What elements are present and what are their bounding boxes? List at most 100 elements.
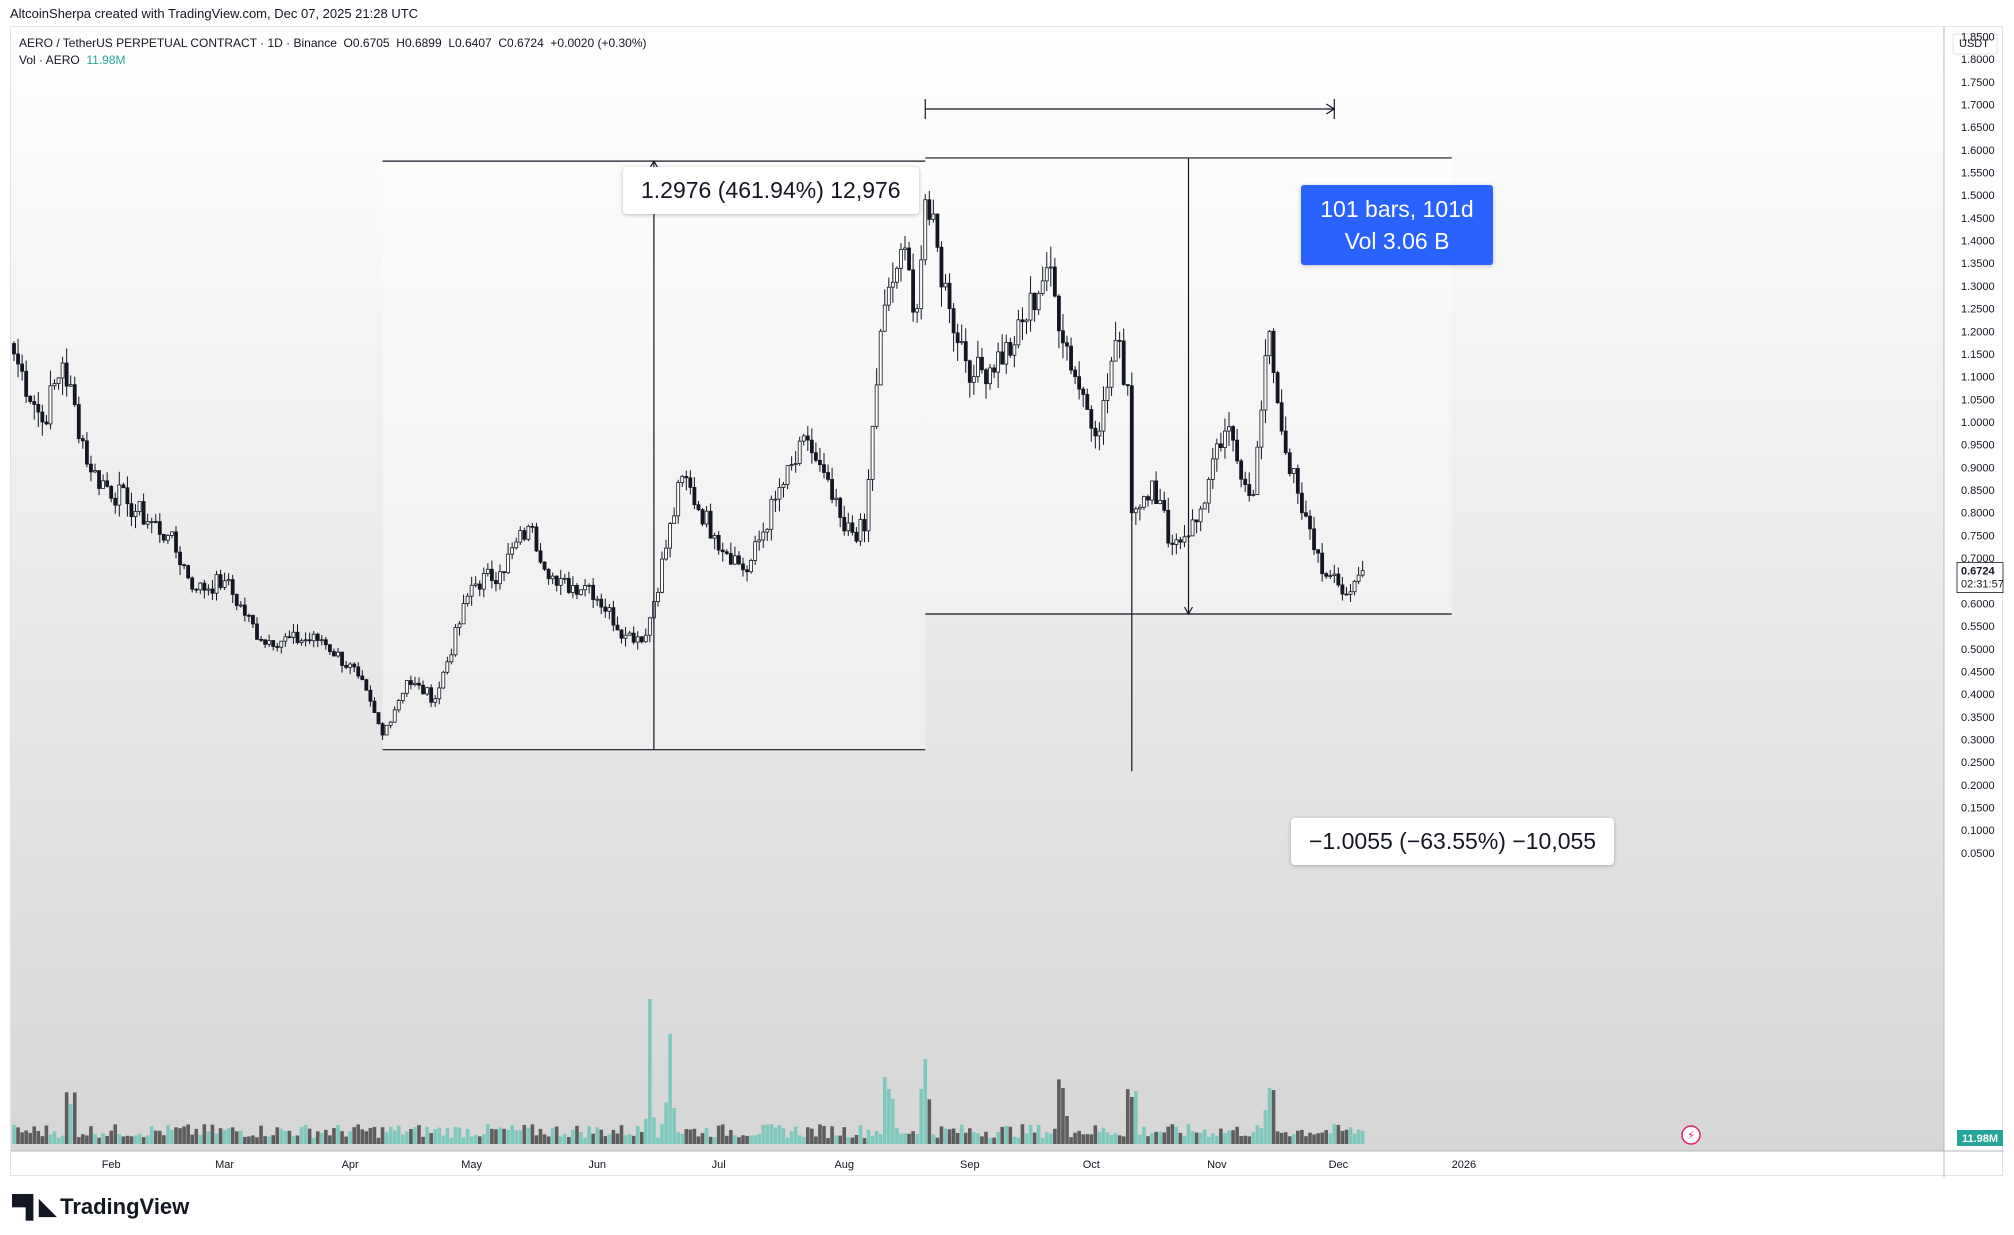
candle-down bbox=[1312, 528, 1316, 551]
chart-area[interactable]: USDT 1.8500 1.8000 1.7500 1.7000 1.6500 1.6000… bbox=[10, 26, 2004, 1177]
volume-bar bbox=[1081, 1134, 1085, 1144]
candle-down bbox=[287, 636, 292, 639]
candle-down bbox=[16, 353, 20, 365]
volume-bar bbox=[1300, 1129, 1304, 1144]
candle-down bbox=[429, 687, 434, 703]
candle-up bbox=[895, 267, 899, 283]
volume-bar bbox=[101, 1133, 105, 1144]
volume-bar bbox=[850, 1137, 855, 1144]
candle-down bbox=[728, 553, 733, 565]
volume-bar bbox=[1198, 1132, 1203, 1144]
volume-bar bbox=[907, 1133, 911, 1144]
volume-bar bbox=[1202, 1129, 1207, 1144]
candle-down bbox=[745, 569, 749, 573]
time-tick-label: May bbox=[461, 1159, 482, 1171]
volume-bar bbox=[1215, 1135, 1219, 1144]
volume-bar bbox=[417, 1125, 421, 1144]
volume-bar bbox=[153, 1130, 158, 1144]
candle-up bbox=[550, 575, 555, 580]
volume-bar bbox=[1194, 1132, 1199, 1144]
candle-down bbox=[805, 435, 810, 441]
candle-down bbox=[838, 497, 843, 518]
candle-down bbox=[327, 644, 332, 652]
volume-bar bbox=[951, 1128, 956, 1144]
volume-bar bbox=[81, 1134, 85, 1144]
volume-bar bbox=[368, 1127, 373, 1144]
volume-bar bbox=[396, 1125, 401, 1144]
candle-up bbox=[846, 522, 851, 532]
candle-up bbox=[643, 634, 648, 643]
volume-bar bbox=[255, 1137, 259, 1144]
candle-up bbox=[680, 476, 685, 483]
volume-bar bbox=[1032, 1132, 1037, 1144]
candle-up bbox=[1190, 519, 1195, 537]
volume-bar bbox=[89, 1126, 93, 1144]
candle-up bbox=[117, 484, 122, 506]
volume-bar bbox=[461, 1137, 466, 1144]
volume-bar bbox=[1049, 1133, 1053, 1144]
volume-bar bbox=[1316, 1133, 1320, 1144]
volume-bar bbox=[1271, 1090, 1276, 1144]
volume-bar bbox=[664, 1102, 668, 1144]
candle-down bbox=[927, 199, 932, 220]
candle-down bbox=[125, 487, 130, 505]
volume-bar bbox=[996, 1131, 1000, 1144]
volume-bar bbox=[1012, 1136, 1017, 1144]
volume-bar bbox=[680, 1133, 685, 1144]
volume-bar bbox=[68, 1104, 73, 1144]
volume-bar bbox=[1247, 1136, 1252, 1144]
candle-down bbox=[376, 712, 381, 725]
volume-bar bbox=[968, 1128, 972, 1144]
candle-down bbox=[24, 370, 29, 397]
volume-bar bbox=[336, 1125, 340, 1144]
volume-bar bbox=[1283, 1132, 1288, 1144]
candle-up bbox=[413, 682, 417, 685]
candle-down bbox=[161, 533, 166, 541]
volume-bar bbox=[947, 1129, 952, 1144]
candle-down bbox=[830, 478, 834, 500]
candle-up bbox=[1040, 280, 1045, 294]
candle-up bbox=[1214, 443, 1219, 460]
tradingview-logo[interactable]: ▀▌◣ TradingView bbox=[12, 1194, 189, 1220]
candle-down bbox=[619, 629, 624, 639]
volume-bar bbox=[473, 1134, 478, 1144]
candle-down bbox=[489, 568, 494, 581]
volume-bar bbox=[1065, 1116, 1069, 1144]
volume-bar bbox=[729, 1130, 733, 1144]
volume-bar bbox=[915, 1133, 919, 1144]
volume-bar bbox=[36, 1130, 41, 1144]
candle-up bbox=[52, 383, 57, 387]
volume-bar bbox=[631, 1135, 636, 1144]
candle-down bbox=[194, 588, 199, 591]
volume-bar bbox=[40, 1136, 45, 1144]
price-tick-label: 0.3000 bbox=[1961, 735, 1995, 747]
volume-bar bbox=[1061, 1088, 1065, 1144]
candle-down bbox=[708, 510, 713, 539]
candle-up bbox=[1332, 573, 1337, 576]
candle-down bbox=[741, 563, 745, 571]
volume-bar bbox=[522, 1124, 527, 1144]
candle-down bbox=[380, 723, 385, 736]
candle-down bbox=[12, 343, 16, 355]
countdown-label: 02:31:57 bbox=[1961, 579, 2004, 591]
volume-bar bbox=[806, 1127, 810, 1144]
volume-bar bbox=[1150, 1133, 1154, 1144]
measure-arrow-head bbox=[1183, 606, 1194, 616]
candle-up bbox=[595, 598, 600, 601]
volume-bar bbox=[1170, 1124, 1175, 1144]
price-tick-label: 1.2500 bbox=[1961, 304, 1995, 316]
candle-down bbox=[951, 308, 956, 334]
candle-down bbox=[992, 367, 996, 373]
legend-low: 0.6407 bbox=[455, 36, 492, 50]
volume-bar bbox=[311, 1137, 316, 1144]
price-tick-label: 1.0500 bbox=[1961, 394, 1995, 406]
volume-bar bbox=[720, 1124, 725, 1144]
candle-down bbox=[809, 439, 814, 454]
volume-bar bbox=[563, 1133, 567, 1144]
volume-bar bbox=[672, 1107, 676, 1144]
candle-down bbox=[947, 282, 952, 310]
volume-bar bbox=[247, 1136, 251, 1144]
volume-bar bbox=[186, 1124, 190, 1144]
candle-up bbox=[647, 617, 652, 636]
